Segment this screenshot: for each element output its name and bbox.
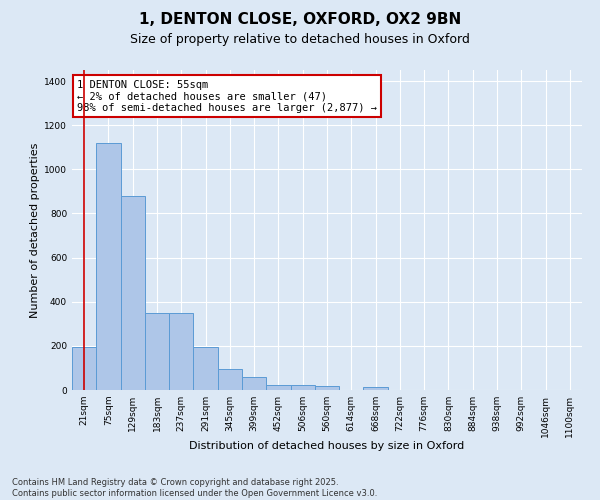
Y-axis label: Number of detached properties: Number of detached properties (30, 142, 40, 318)
Bar (121, 196, 145, 390)
Text: 1 DENTON CLOSE: 55sqm
← 2% of detached houses are smaller (47)
98% of semi-detac: 1 DENTON CLOSE: 55sqm ← 2% of detached h… (77, 80, 377, 113)
Bar (315, 386, 339, 390)
Text: Size of property relative to detached houses in Oxford: Size of property relative to detached ho… (130, 32, 470, 46)
Bar (145, 313, 169, 390)
Bar (169, 313, 193, 390)
Bar (290, 385, 315, 390)
Bar (242, 377, 266, 390)
Text: 1, DENTON CLOSE, OXFORD, OX2 9BN: 1, DENTON CLOSE, OXFORD, OX2 9BN (139, 12, 461, 28)
Bar (266, 385, 290, 390)
Text: Contains HM Land Registry data © Crown copyright and database right 2025.
Contai: Contains HM Land Registry data © Crown c… (12, 478, 377, 498)
Bar (72, 346, 96, 390)
Bar (364, 386, 388, 390)
X-axis label: Distribution of detached houses by size in Oxford: Distribution of detached houses by size … (190, 441, 464, 451)
Bar (218, 369, 242, 390)
Bar (193, 346, 218, 390)
Bar (96, 143, 121, 390)
